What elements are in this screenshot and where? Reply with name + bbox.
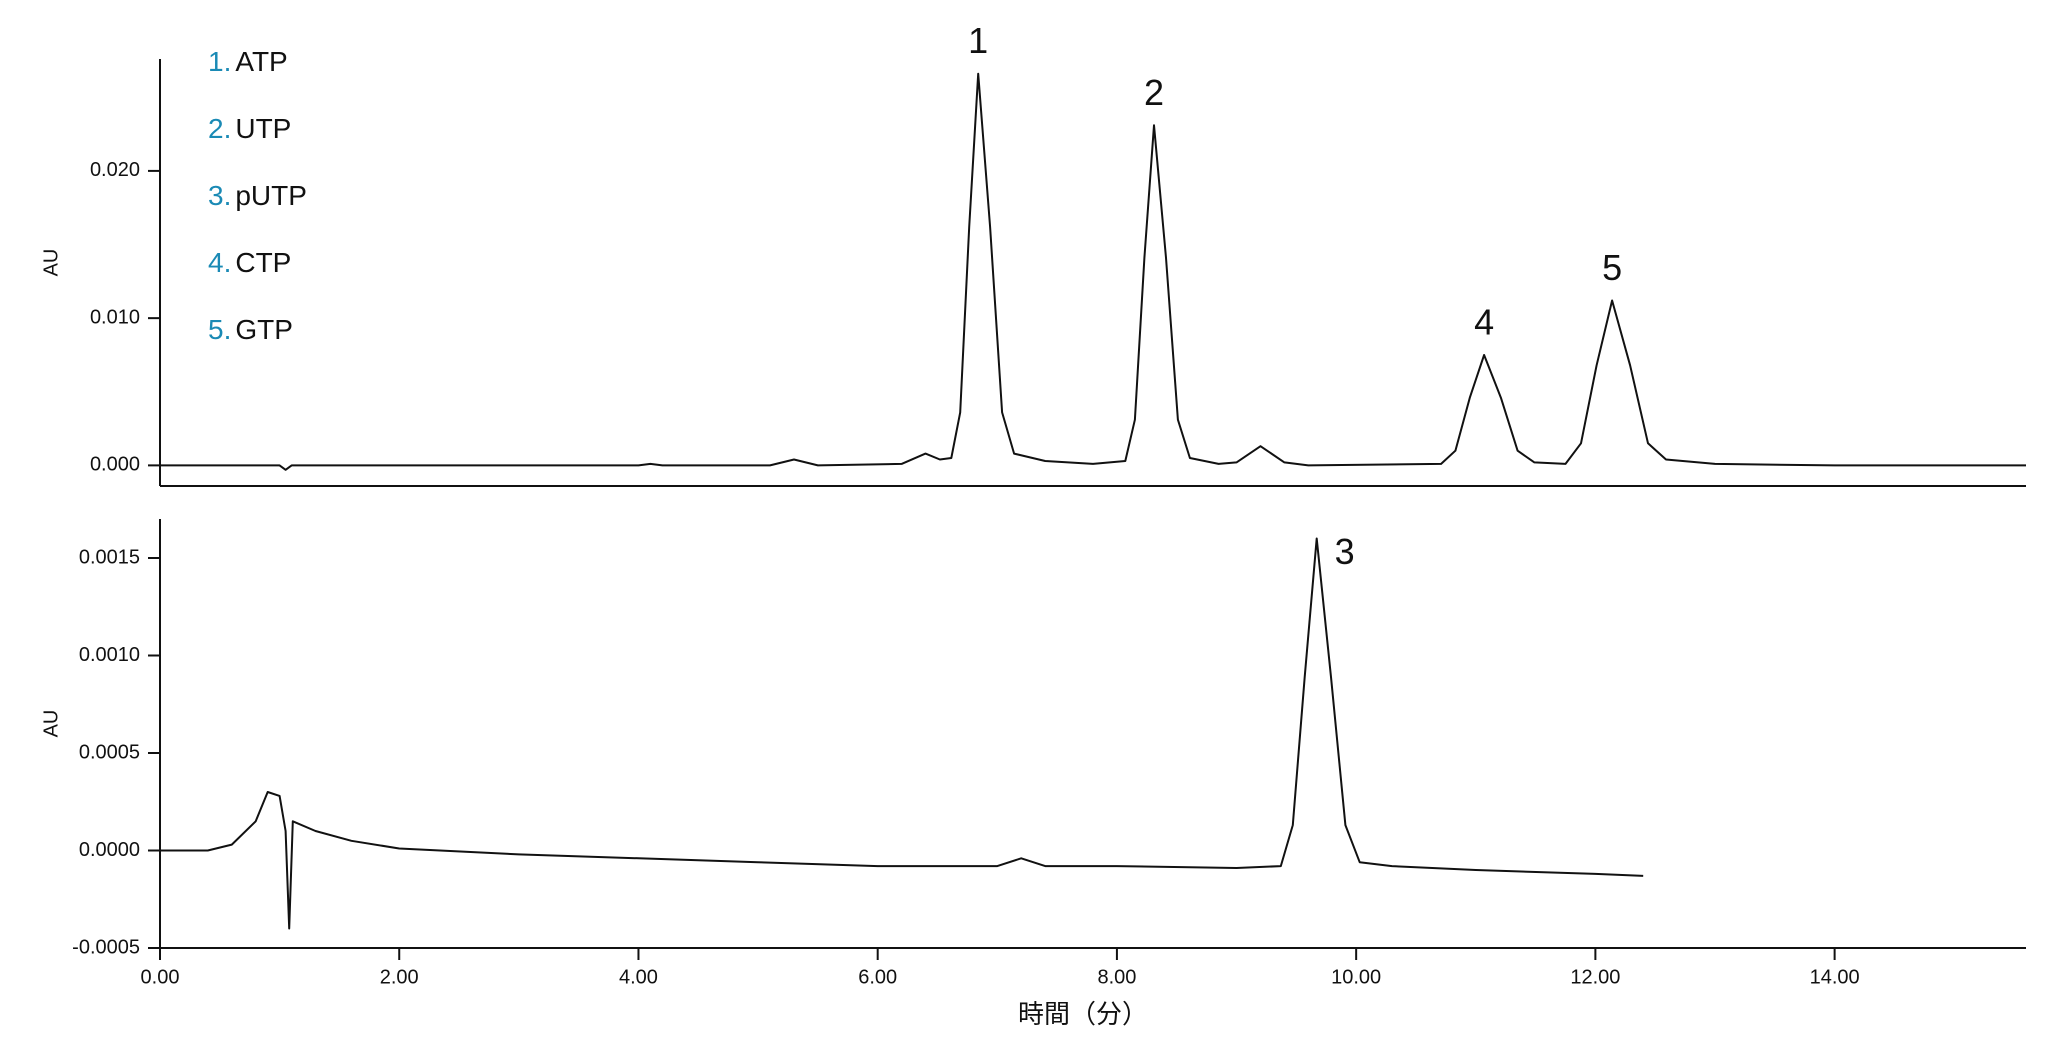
trace	[160, 537, 1644, 930]
legend-number: 5.	[208, 314, 231, 345]
legend-name: ATP	[235, 46, 287, 77]
x-tick-label: 14.00	[1810, 966, 1860, 988]
peak-label: 5	[1602, 247, 1622, 288]
x-tick-label: 10.00	[1331, 966, 1381, 988]
peak-label: 4	[1474, 301, 1494, 342]
legend-name: GTP	[235, 314, 293, 345]
y-axis-label: AU	[40, 249, 62, 277]
x-tick-label: 8.00	[1097, 966, 1136, 988]
legend-number: 2.	[208, 113, 231, 144]
x-tick-label: 2.00	[380, 966, 419, 988]
trace	[160, 72, 2026, 471]
peak-label: 1	[968, 20, 988, 61]
y-tick-label: -0.0005	[72, 936, 140, 958]
x-tick-label: 6.00	[858, 966, 897, 988]
x-tick-label: 12.00	[1570, 966, 1620, 988]
y-tick-label: 0.020	[90, 159, 140, 181]
legend-entry: 4. CTP	[208, 247, 291, 278]
y-axis-label: AU	[40, 710, 62, 738]
y-tick-label: 0.0010	[79, 644, 140, 666]
legend-number: 4.	[208, 247, 231, 278]
legend-number: 3.	[208, 180, 231, 211]
x-axis-label: 時間（分）	[1018, 999, 1148, 1029]
legend-name: pUTP	[235, 180, 307, 211]
peak-label: 3	[1335, 531, 1355, 572]
legend-entry: 2. UTP	[208, 113, 291, 144]
legend-entry: 3. pUTP	[208, 180, 307, 211]
legend-name: UTP	[235, 113, 291, 144]
legend-entry: 1. ATP	[208, 46, 288, 77]
x-tick-label: 0.00	[141, 966, 180, 988]
legend-entry: 5. GTP	[208, 314, 293, 345]
y-tick-label: 0.0015	[79, 546, 140, 568]
y-tick-label: 0.010	[90, 306, 140, 328]
x-tick-label: 4.00	[619, 966, 658, 988]
legend-number: 1.	[208, 46, 231, 77]
y-tick-label: 0.0000	[79, 839, 140, 861]
legend-name: CTP	[235, 247, 291, 278]
y-tick-label: 0.000	[90, 454, 140, 476]
y-tick-label: 0.0005	[79, 741, 140, 763]
peak-label: 2	[1144, 72, 1164, 113]
